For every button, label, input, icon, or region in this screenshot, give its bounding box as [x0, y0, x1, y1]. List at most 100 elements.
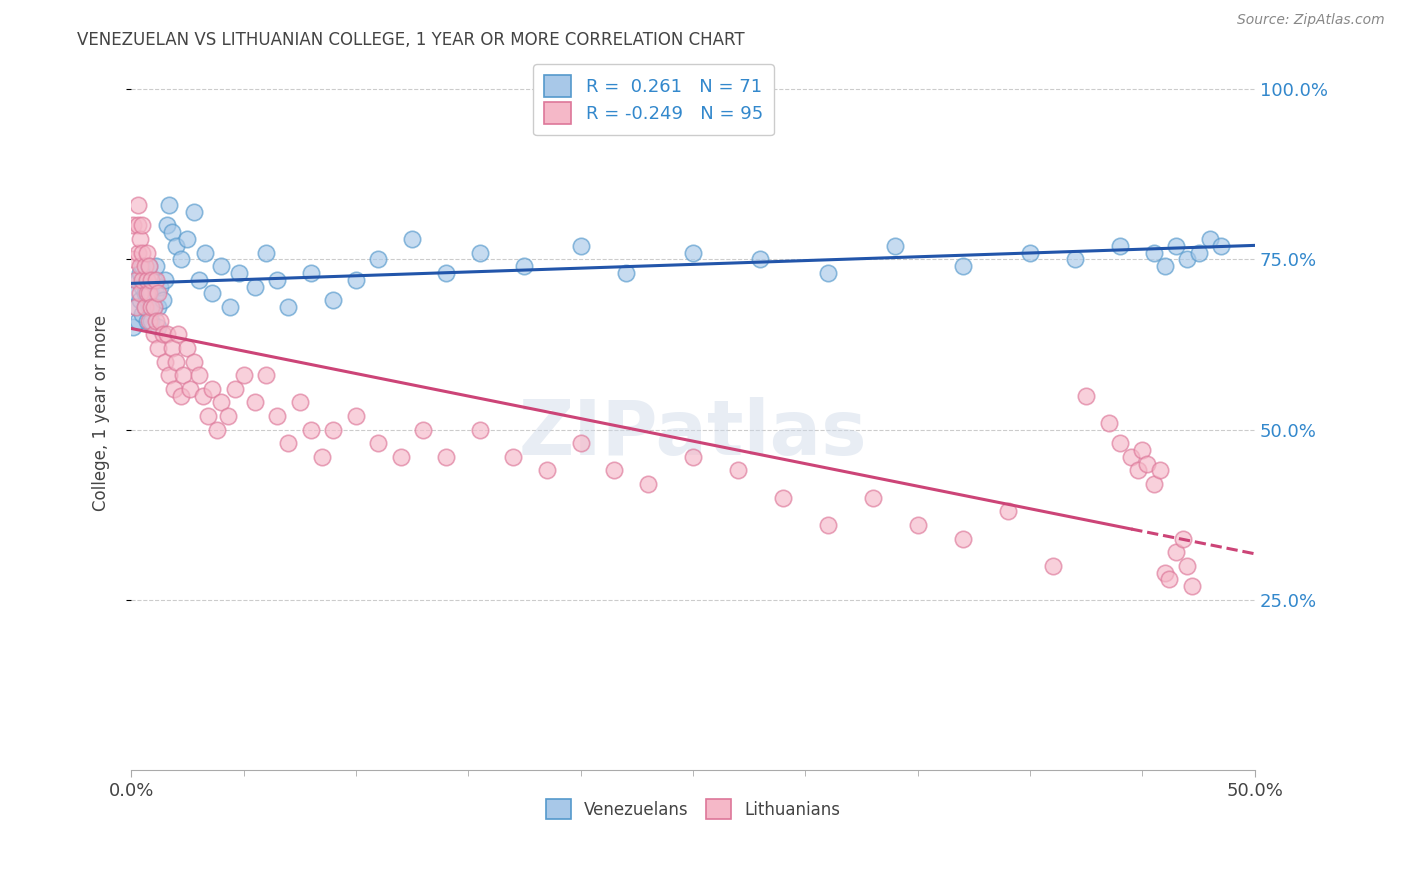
Point [1121, 450, 1143, 464]
Point [138, 259, 160, 273]
Point [1109, 239, 1132, 253]
Text: Source: ZipAtlas.com: Source: ZipAtlas.com [1237, 13, 1385, 28]
Point [1098, 416, 1121, 430]
Point [884, 239, 907, 253]
Point [322, 293, 344, 308]
Point [146, 300, 169, 314]
Point [160, 225, 183, 239]
Point [153, 354, 176, 368]
Point [952, 532, 974, 546]
Point [219, 300, 242, 314]
Point [817, 517, 839, 532]
Point [135, 286, 157, 301]
Point [401, 232, 423, 246]
Point [1166, 239, 1188, 253]
Point [277, 436, 299, 450]
Point [603, 463, 626, 477]
Point [187, 368, 209, 383]
Point [1166, 545, 1188, 559]
Point [1019, 245, 1042, 260]
Point [122, 320, 145, 334]
Point [131, 219, 153, 233]
Point [1199, 232, 1222, 246]
Point [1211, 239, 1233, 253]
Point [266, 409, 288, 423]
Point [176, 232, 198, 246]
Point [127, 313, 149, 327]
Point [145, 313, 167, 327]
Point [157, 368, 180, 383]
Point [124, 300, 146, 314]
Point [124, 286, 146, 301]
Point [254, 245, 277, 260]
Point [146, 341, 169, 355]
Point [165, 354, 187, 368]
Point [141, 286, 163, 301]
Point [536, 463, 558, 477]
Point [138, 279, 160, 293]
Point [389, 450, 412, 464]
Text: ZIPatlas: ZIPatlas [519, 397, 868, 471]
Point [135, 293, 157, 308]
Point [149, 279, 172, 293]
Point [1143, 245, 1166, 260]
Point [122, 252, 145, 267]
Point [1136, 457, 1159, 471]
Point [1177, 252, 1199, 267]
Point [127, 273, 149, 287]
Point [209, 259, 232, 273]
Point [141, 300, 163, 314]
Point [952, 259, 974, 273]
Point [468, 245, 491, 260]
Point [142, 300, 165, 314]
Point [1171, 532, 1194, 546]
Point [1143, 477, 1166, 491]
Point [129, 232, 152, 246]
Point [131, 279, 153, 293]
Point [299, 266, 322, 280]
Point [228, 266, 250, 280]
Point [502, 450, 524, 464]
Point [127, 245, 149, 260]
Point [569, 436, 592, 450]
Point [727, 463, 749, 477]
Point [163, 382, 186, 396]
Point [412, 423, 434, 437]
Point [129, 266, 152, 280]
Point [1132, 442, 1154, 457]
Point [1126, 463, 1149, 477]
Point [179, 382, 201, 396]
Point [434, 450, 457, 464]
Point [907, 517, 929, 532]
Point [172, 368, 194, 383]
Point [142, 300, 165, 314]
Point [138, 313, 160, 327]
Point [149, 313, 172, 327]
Point [156, 219, 179, 233]
Point [167, 327, 190, 342]
Point [135, 273, 157, 287]
Point [165, 239, 187, 253]
Point [169, 252, 191, 267]
Point [224, 382, 246, 396]
Point [145, 286, 167, 301]
Point [468, 423, 491, 437]
Point [749, 252, 772, 267]
Point [205, 423, 228, 437]
Point [194, 245, 217, 260]
Point [122, 219, 145, 233]
Point [142, 273, 165, 287]
Point [152, 327, 174, 342]
Point [135, 273, 157, 287]
Point [131, 259, 153, 273]
Point [176, 341, 198, 355]
Point [134, 259, 156, 273]
Text: VENEZUELAN VS LITHUANIAN COLLEGE, 1 YEAR OR MORE CORRELATION CHART: VENEZUELAN VS LITHUANIAN COLLEGE, 1 YEAR… [77, 31, 745, 49]
Point [146, 320, 169, 334]
Point [131, 245, 153, 260]
Point [145, 273, 167, 287]
Point [197, 409, 219, 423]
Point [131, 273, 153, 287]
Point [156, 327, 179, 342]
Point [131, 307, 153, 321]
